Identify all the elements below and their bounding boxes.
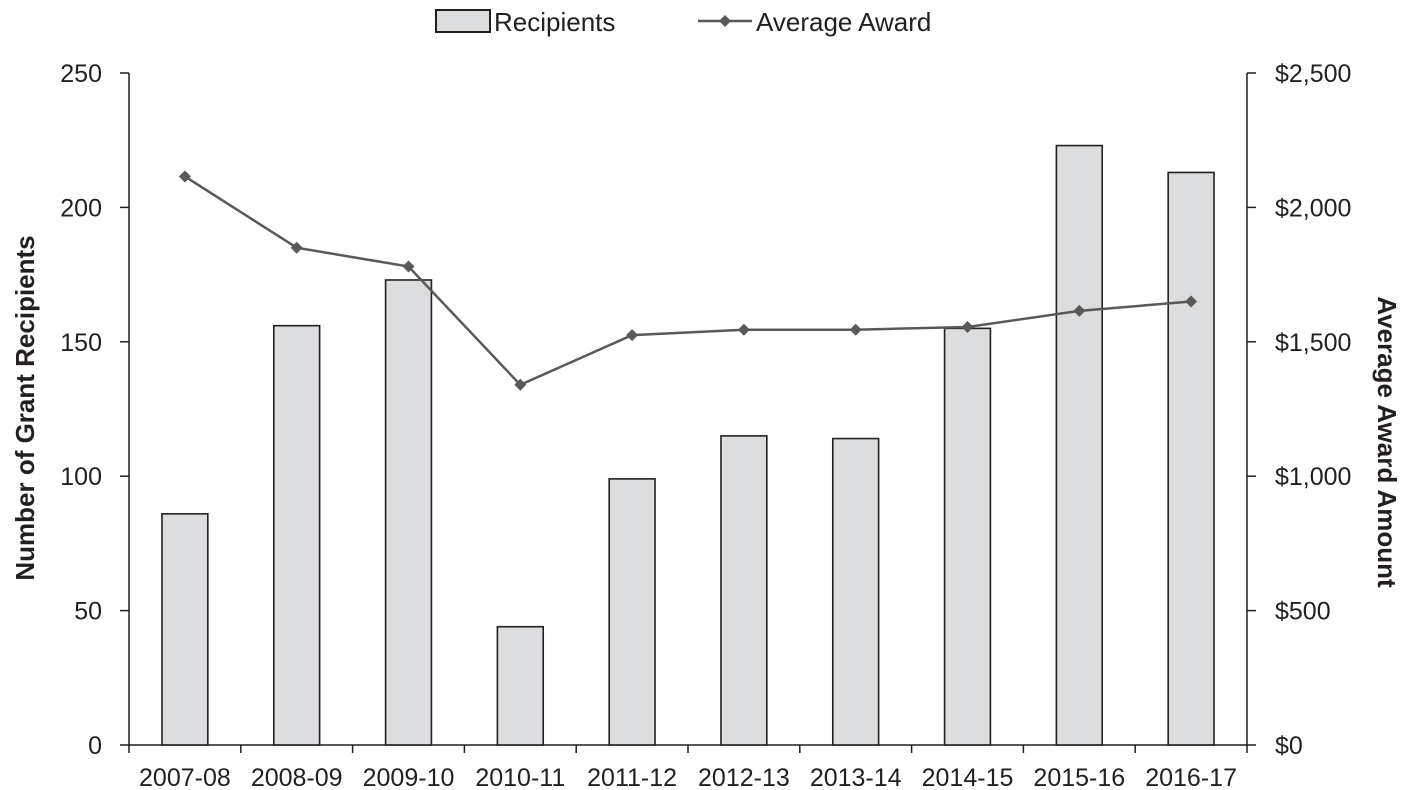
x-tick-label: 2011-12 bbox=[587, 764, 677, 790]
y-left-tick-label: 100 bbox=[60, 463, 102, 491]
point-average-award bbox=[961, 321, 974, 334]
x-tick-label: 2015-16 bbox=[1033, 764, 1125, 790]
y-left-tick-label: 200 bbox=[60, 194, 102, 222]
y-right-tick-label: $2,000 bbox=[1275, 194, 1351, 222]
legend-label-average-award: Average Award bbox=[756, 7, 931, 37]
bar-recipients bbox=[384, 279, 433, 746]
x-tick-label: 2010-11 bbox=[475, 764, 565, 790]
point-average-award bbox=[1073, 304, 1086, 317]
x-tick-label: 2016-17 bbox=[1145, 764, 1237, 790]
x-tick-label: 2008-09 bbox=[251, 764, 343, 790]
x-tick-label: 2007-08 bbox=[139, 764, 231, 790]
y-left-tick-label: 250 bbox=[60, 60, 102, 88]
point-average-award bbox=[290, 241, 303, 254]
legend-swatch-recipients bbox=[435, 9, 491, 33]
y-axis-title-right: Average Award Amount bbox=[1372, 296, 1402, 588]
line-average-award bbox=[178, 170, 1198, 391]
y-right-tick-label: $2,500 bbox=[1275, 60, 1351, 88]
bar-recipients bbox=[496, 625, 545, 746]
bar-recipients bbox=[1167, 171, 1215, 746]
bar-recipients bbox=[831, 437, 880, 746]
bar-recipients bbox=[161, 513, 209, 746]
line-path-average-award bbox=[184, 175, 1192, 387]
bar-recipients bbox=[720, 435, 768, 746]
point-average-award bbox=[737, 323, 750, 336]
point-average-award bbox=[514, 378, 527, 391]
point-average-award bbox=[402, 260, 415, 273]
point-average-award bbox=[849, 323, 862, 336]
bars-recipients bbox=[161, 144, 1215, 746]
point-average-award bbox=[626, 329, 639, 342]
y-axis-title-left: Number of Grant Recipients bbox=[10, 235, 40, 580]
x-tick-label: 2013-14 bbox=[810, 764, 902, 790]
legend-marker-average-award bbox=[719, 15, 731, 27]
y-left-tick-label: 0 bbox=[88, 732, 102, 760]
bar-recipients bbox=[943, 327, 992, 746]
bar-recipients bbox=[272, 324, 321, 746]
y-right-tick-label: $1,500 bbox=[1275, 329, 1351, 357]
y-left-tick-label: 150 bbox=[60, 329, 102, 357]
x-tick-labels: 2007-08 2008-09 2009-10 2010-11 2011-12 2012-… bbox=[139, 764, 1237, 790]
x-tick-label: 2009-10 bbox=[363, 764, 455, 790]
point-average-award bbox=[1185, 295, 1198, 308]
y-left-tick-label: 50 bbox=[74, 598, 102, 626]
x-tick-label: 2014-15 bbox=[922, 764, 1014, 790]
bar-recipients bbox=[1055, 144, 1104, 746]
x-tick-label: 2012-13 bbox=[698, 764, 790, 790]
bar-recipients bbox=[608, 478, 656, 746]
axes: 0 50 100 150 200 250 $0 $500 $1,000 $1,500 $2,000 $… bbox=[60, 60, 1351, 760]
legend: Recipients Average Award bbox=[435, 7, 931, 37]
y-right-tick-label: $0 bbox=[1275, 732, 1303, 760]
y-right-tick-label: $1,000 bbox=[1275, 463, 1351, 491]
legend-label-recipients: Recipients bbox=[494, 7, 615, 37]
point-average-award bbox=[178, 170, 191, 183]
y-right-tick-label: $500 bbox=[1275, 598, 1331, 626]
